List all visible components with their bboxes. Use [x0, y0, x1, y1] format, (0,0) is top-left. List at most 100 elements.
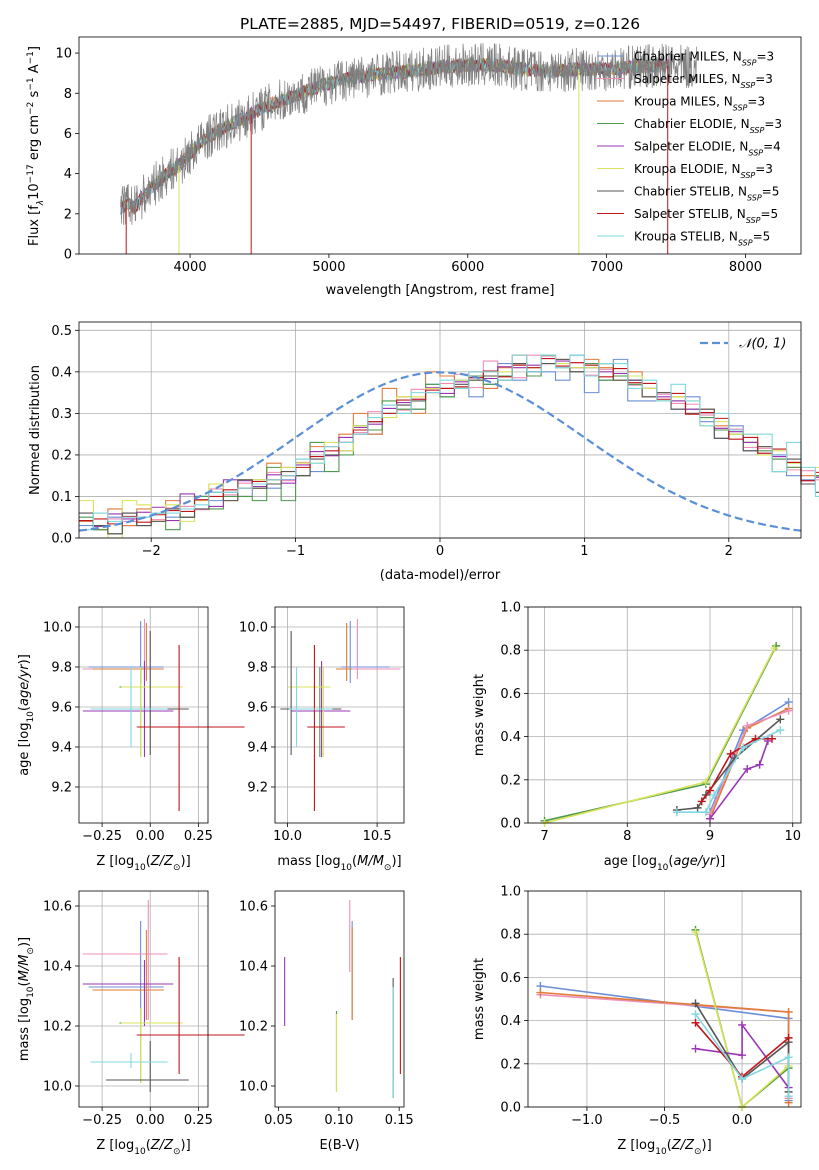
y-tick-label: 0.3 — [51, 407, 72, 422]
y-tick-label: 9.8 — [51, 661, 72, 676]
mass-weight-marker — [710, 790, 719, 799]
observed-spectrum-line — [120, 43, 698, 225]
y-tick-label: 10.0 — [239, 621, 268, 636]
y-tick-label: 10 — [55, 47, 72, 62]
mass-weight-marker — [691, 999, 700, 1008]
y-axis-label-part: )] — [17, 937, 32, 947]
y-tick-label: 10.2 — [43, 1020, 72, 1035]
x-tick-label: 0.25 — [184, 1113, 213, 1128]
mass-weight-marker — [743, 765, 752, 773]
y-axis-label-part: ] — [27, 46, 42, 51]
x-tick-label: 0.10 — [324, 1113, 353, 1128]
y-axis-label-part: ( — [17, 981, 32, 986]
legend-entry: 𝒩(0, 1) — [739, 337, 786, 352]
spectrum-lines — [120, 43, 698, 254]
x-tick-label: 7 — [540, 829, 548, 844]
y-tick-label: 0.6 — [500, 687, 521, 702]
x-axis-label: E(B-V) — [319, 1138, 359, 1153]
mass-weight-marker — [738, 1051, 747, 1060]
y-tick-label: 10.6 — [43, 900, 72, 915]
x-axis-label-part: M/M — [357, 854, 384, 869]
mass-vs-ebv-panel: 0.05 0.10 0.15 10.0 10.2 10.4 10.6 E(B-V) — [239, 890, 414, 1153]
legend-entry-nssp-eq: = — [755, 72, 765, 86]
y-axis-label-part: M/M — [17, 955, 32, 982]
x-axis-label: (data-model)/error — [380, 568, 501, 583]
y-tick-label: 9.4 — [51, 741, 72, 756]
y-axis-label-part: erg cm — [27, 115, 42, 164]
x-axis-label-part: ( — [667, 1138, 672, 1153]
y-axis-label: Flux [fλ10−17 erg cm−2 s−1 A−1] — [26, 46, 46, 246]
y-tick-label: 10.0 — [43, 1080, 72, 1095]
x-axis-label-part: ⊙ — [173, 863, 181, 873]
x-tick-label: 8 — [623, 829, 631, 844]
axes-frame — [78, 36, 802, 255]
x-tick-label: 0.15 — [385, 1113, 414, 1128]
x-axis-label-part: )] — [715, 854, 725, 869]
x-axis-label-part: )] — [391, 854, 401, 869]
legend-entry-name: Salpeter MILES — [634, 72, 724, 86]
legend-entry: Chabrier MILES, NSSP=3 — [634, 49, 774, 67]
y-axis-label-part: ⊙ — [26, 947, 36, 955]
x-tick-label: 0.00 — [136, 829, 165, 844]
x-axis-label-part: age/yr — [673, 854, 716, 869]
legend-entry: Salpeter MILES, NSSP=3 — [634, 72, 773, 90]
x-axis-label-part: 10 — [657, 863, 669, 873]
x-tick-label: 10 — [784, 829, 801, 844]
mass-weight-marker — [739, 743, 748, 752]
y-axis-label-part: A — [27, 64, 42, 77]
y-tick-label: 4 — [64, 167, 72, 182]
x-axis-label: mass [log10(M/M⊙)] — [277, 854, 401, 873]
legend-entry: Salpeter STELIB, NSSP=5 — [634, 207, 778, 225]
legend-entry-nssp-value: 5 — [763, 229, 771, 243]
y-axis-label-part: −1 — [26, 77, 36, 90]
y-axis-label-part: age [log — [17, 723, 32, 776]
x-tick-label: −0.25 — [82, 829, 122, 844]
y-tick-label: 0.0 — [500, 1101, 521, 1116]
legend-entry-nssp-sub: SSP — [746, 215, 761, 224]
mass-weight-marker — [784, 706, 793, 715]
y-axis-label: mass [log10(M/M⊙)] — [17, 937, 36, 1061]
y-tick-label: 0.6 — [500, 971, 521, 986]
x-tick-label: 4000 — [174, 260, 207, 275]
legend-entry-nssp-value: 3 — [765, 162, 773, 176]
y-axis-label-part: −17 — [26, 164, 36, 183]
mass-weight-marker — [776, 715, 785, 724]
y-tick-label: 8 — [64, 87, 72, 102]
x-axis-label-part: ⊙ — [173, 1147, 181, 1157]
x-tick-label: 2 — [725, 544, 733, 559]
legend-entry-name: Chabrier STELIB — [634, 184, 730, 198]
y-tick-label: 0.2 — [500, 773, 521, 788]
y-tick-label: 0.8 — [500, 928, 521, 943]
legend-entry-nssp: , N — [724, 162, 741, 176]
x-axis-label-part: 10 — [341, 863, 353, 873]
mass-weight-marker — [776, 726, 785, 735]
legend-entry-nssp: , N — [721, 229, 738, 243]
legend-entry-nssp-eq: = — [756, 49, 766, 63]
mass-weight-marker — [738, 1020, 747, 1029]
y-tick-label: 2 — [64, 207, 72, 222]
x-axis-label: Z [log10(Z/Z⊙)] — [617, 1138, 711, 1157]
legend-entry-nssp-value: 3 — [767, 49, 775, 63]
y-tick-label: 10.4 — [43, 960, 72, 975]
legend-entry-nssp-eq: = — [764, 117, 774, 131]
x-tick-label: 1 — [580, 544, 588, 559]
x-tick-label: 9 — [706, 829, 714, 844]
legend-entry: Chabrier ELODIE, NSSP=3 — [634, 117, 782, 135]
x-axis-label-part: Z/Z — [671, 1138, 695, 1153]
y-tick-label: 0.4 — [500, 1014, 521, 1029]
legend-entry-nssp-sub: SSP — [747, 193, 762, 202]
y-tick-label: 10.2 — [239, 1020, 268, 1035]
legend-entry: Salpeter ELODIE, NSSP=4 — [634, 139, 781, 157]
x-tick-label: 0.0 — [732, 1113, 753, 1128]
mass-weight-marker — [770, 644, 779, 653]
legend-entry-name: Kroupa STELIB — [634, 229, 721, 243]
mass-weight-marker — [755, 760, 764, 769]
weight-vs-metallicity-panel: −1.0 −0.5 0.0 0.0 0.2 0.4 0.6 0.8 1.0 Z [log10(Z/… — [472, 885, 802, 1157]
y-tick-label: 10.6 — [239, 900, 268, 915]
axes-frame — [274, 890, 405, 1108]
axes-frame — [78, 321, 802, 539]
mass-weight-marker — [784, 1092, 793, 1101]
x-axis-label-part: )] — [702, 1138, 712, 1153]
mass-weight-marker — [784, 1033, 793, 1042]
legend-entry-nssp-value: 3 — [765, 72, 773, 86]
